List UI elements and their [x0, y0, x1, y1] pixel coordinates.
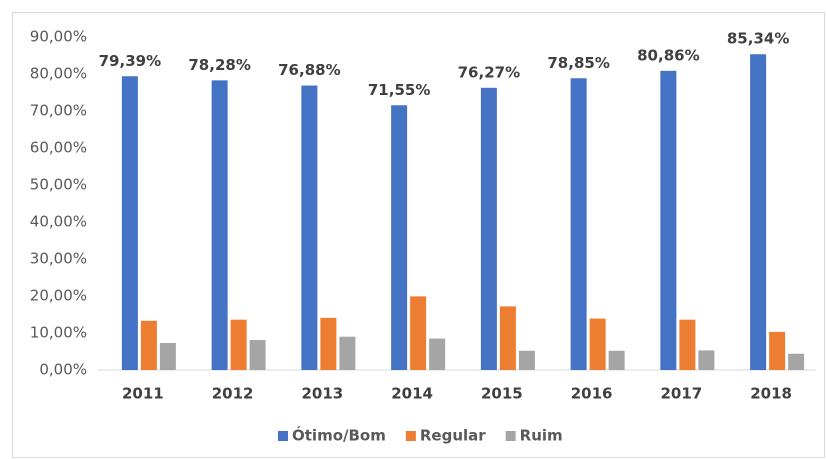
bar	[518, 350, 535, 370]
x-tick-label: 2017	[661, 385, 703, 403]
x-tick-label: 2013	[302, 385, 344, 403]
bar	[230, 319, 247, 370]
x-tick-label: 2016	[571, 385, 613, 403]
legend-swatch	[405, 431, 416, 441]
bar	[211, 80, 228, 370]
bar	[429, 338, 446, 370]
chart-border	[12, 12, 825, 458]
y-tick-label: 80,00%	[30, 65, 87, 83]
legend-label: Ruim	[520, 427, 563, 445]
bar	[480, 87, 497, 371]
legend-swatch	[505, 431, 516, 441]
y-tick-label: 50,00%	[30, 176, 87, 194]
bar	[249, 340, 266, 370]
y-tick-label: 30,00%	[30, 250, 87, 268]
y-tick-label: 20,00%	[30, 287, 87, 305]
x-tick-label: 2015	[481, 385, 523, 403]
x-tick-label: 2011	[122, 385, 164, 403]
bar	[608, 350, 625, 370]
bar	[320, 317, 337, 370]
bar	[140, 320, 157, 370]
bar	[410, 296, 427, 370]
data-label: 80,86%	[637, 46, 699, 64]
data-label: 76,88%	[278, 61, 340, 79]
data-label: 76,27%	[458, 63, 520, 81]
bar	[570, 78, 587, 370]
legend-label: Regular	[420, 427, 486, 445]
data-label: 85,34%	[727, 30, 789, 48]
bar	[339, 336, 356, 370]
data-label: 79,39%	[99, 52, 161, 70]
x-tick-label: 2012	[212, 385, 254, 403]
bar	[301, 85, 318, 370]
legend-label: Ótimo/Bom	[292, 426, 386, 445]
bar	[769, 331, 786, 370]
y-tick-label: 0,00%	[39, 361, 87, 379]
bar	[159, 342, 176, 370]
y-tick-label: 10,00%	[30, 324, 87, 342]
bar	[750, 54, 767, 370]
y-tick-label: 70,00%	[30, 102, 87, 120]
y-tick-label: 40,00%	[30, 213, 87, 231]
bar	[499, 306, 516, 370]
bar	[660, 70, 677, 371]
y-tick-label: 90,00%	[30, 28, 87, 46]
y-tick-label: 60,00%	[30, 139, 87, 157]
bar	[391, 105, 408, 370]
bar	[679, 319, 696, 370]
bar	[698, 350, 715, 370]
bar	[589, 318, 606, 370]
bar	[121, 76, 138, 370]
data-label: 78,28%	[188, 56, 250, 74]
legend-swatch	[278, 431, 288, 441]
bar	[788, 353, 805, 370]
x-tick-label: 2014	[391, 385, 433, 403]
data-label: 71,55%	[368, 81, 430, 99]
data-label: 78,85%	[547, 54, 609, 72]
x-tick-label: 2018	[750, 385, 792, 403]
